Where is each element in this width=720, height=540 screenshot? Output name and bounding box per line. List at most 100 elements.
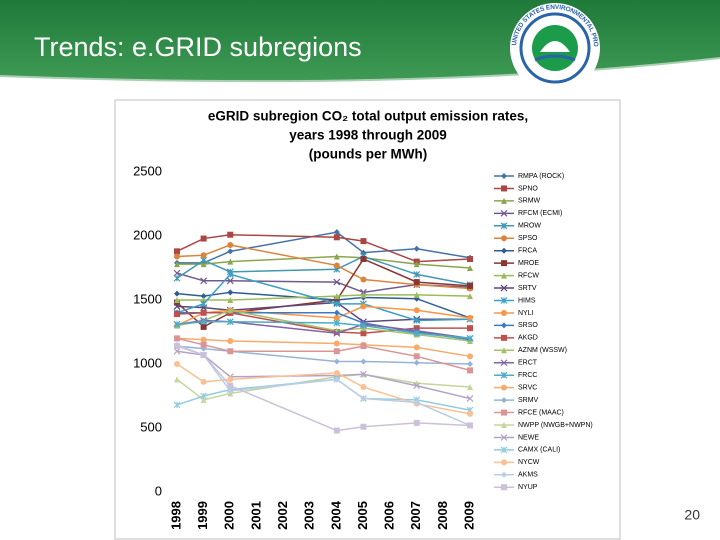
legend-label: SRSO bbox=[518, 322, 538, 329]
data-point bbox=[467, 367, 473, 374]
y-tick-label: 0 bbox=[155, 483, 162, 498]
data-point bbox=[413, 291, 420, 298]
data-point bbox=[501, 384, 507, 391]
data-point bbox=[227, 307, 234, 314]
data-point bbox=[333, 253, 340, 260]
legend-label: SRMW bbox=[518, 198, 541, 205]
data-point bbox=[501, 459, 507, 466]
data-point bbox=[200, 352, 207, 359]
legend-label: AZNM (WSSW) bbox=[518, 347, 567, 354]
data-point bbox=[174, 253, 180, 260]
legend-label: SRTV bbox=[518, 285, 537, 292]
legend-label: SRMV bbox=[518, 397, 539, 404]
data-point bbox=[333, 369, 340, 376]
data-point bbox=[413, 419, 420, 426]
legend-label: NYLI bbox=[518, 310, 534, 317]
data-point bbox=[467, 256, 473, 263]
data-point bbox=[226, 318, 234, 326]
data-point bbox=[200, 318, 208, 326]
data-point bbox=[413, 245, 420, 252]
data-point bbox=[200, 341, 207, 348]
x-tick-label: 2003 bbox=[302, 501, 317, 530]
legend-label: NYCW bbox=[518, 459, 540, 466]
data-point bbox=[466, 395, 474, 402]
data-point bbox=[501, 409, 507, 416]
data-point bbox=[333, 319, 341, 327]
data-point bbox=[200, 235, 207, 242]
data-point bbox=[333, 300, 341, 308]
x-tick-label: 1999 bbox=[195, 501, 210, 530]
data-point bbox=[360, 423, 367, 430]
data-point bbox=[360, 303, 367, 310]
data-point bbox=[413, 325, 420, 332]
data-point bbox=[333, 348, 340, 355]
legend-label: MROE bbox=[518, 260, 539, 267]
data-point bbox=[200, 309, 207, 316]
data-point bbox=[467, 410, 473, 417]
data-point bbox=[174, 248, 180, 255]
y-tick-label: 500 bbox=[140, 419, 162, 434]
x-tick-label: 2006 bbox=[382, 501, 397, 530]
data-point bbox=[413, 279, 420, 286]
data-point bbox=[501, 185, 507, 192]
legend-label: RMPA (ROCK) bbox=[518, 173, 564, 180]
x-tick-label: 2008 bbox=[435, 501, 450, 530]
data-point bbox=[174, 376, 180, 383]
data-point bbox=[501, 197, 507, 204]
legend-label: NWPP (NWGB+NWPN) bbox=[518, 422, 593, 429]
data-point bbox=[467, 384, 473, 391]
legend-label: SRVC bbox=[518, 384, 537, 391]
data-point bbox=[501, 484, 507, 491]
data-point bbox=[174, 361, 180, 367]
x-tick-label: 2000 bbox=[222, 501, 237, 530]
data-point bbox=[413, 353, 420, 360]
x-tick-label: 2004 bbox=[328, 500, 343, 530]
data-point bbox=[501, 235, 507, 242]
data-point bbox=[174, 297, 180, 303]
x-tick-label: 2007 bbox=[408, 501, 423, 530]
y-tick-label: 1500 bbox=[133, 291, 162, 306]
data-point bbox=[227, 387, 234, 394]
data-point bbox=[227, 348, 234, 355]
legend-label: AKGD bbox=[518, 335, 538, 342]
data-point bbox=[227, 297, 234, 303]
slide-title: Trends: e.GRID subregions bbox=[34, 32, 362, 62]
data-point bbox=[500, 209, 508, 217]
data-point bbox=[501, 247, 507, 254]
x-tick-label: 2001 bbox=[248, 501, 263, 530]
data-point bbox=[413, 329, 421, 337]
data-point bbox=[360, 276, 367, 283]
y-tick-label: 1000 bbox=[133, 355, 162, 370]
data-point bbox=[173, 274, 181, 282]
data-point bbox=[360, 370, 367, 378]
legend-label: SPNO bbox=[518, 185, 538, 192]
data-point bbox=[501, 309, 507, 316]
data-point bbox=[173, 320, 181, 328]
header-edge bbox=[0, 57, 720, 83]
data-point bbox=[467, 293, 473, 300]
data-point bbox=[360, 384, 367, 391]
data-point bbox=[200, 336, 207, 343]
data-point bbox=[200, 396, 207, 403]
y-tick-label: 2500 bbox=[133, 163, 162, 178]
data-point bbox=[413, 399, 420, 406]
legend-label: RFCW bbox=[518, 272, 539, 279]
data-point bbox=[333, 340, 340, 347]
data-point bbox=[173, 401, 181, 409]
data-point bbox=[333, 293, 340, 300]
data-point bbox=[501, 334, 507, 341]
logo-water bbox=[534, 54, 576, 62]
data-point bbox=[226, 277, 234, 285]
data-point bbox=[413, 359, 420, 366]
x-tick-label: 2009 bbox=[461, 501, 476, 530]
data-point bbox=[333, 262, 340, 269]
data-point bbox=[173, 269, 181, 277]
chart-frame bbox=[114, 99, 621, 540]
legend-label: CAMX (CALI) bbox=[518, 447, 560, 454]
data-point bbox=[501, 471, 507, 478]
data-point bbox=[500, 297, 508, 304]
data-point bbox=[501, 422, 507, 428]
data-point bbox=[466, 334, 474, 342]
legend-label: RFCM (ECMI) bbox=[518, 210, 562, 217]
